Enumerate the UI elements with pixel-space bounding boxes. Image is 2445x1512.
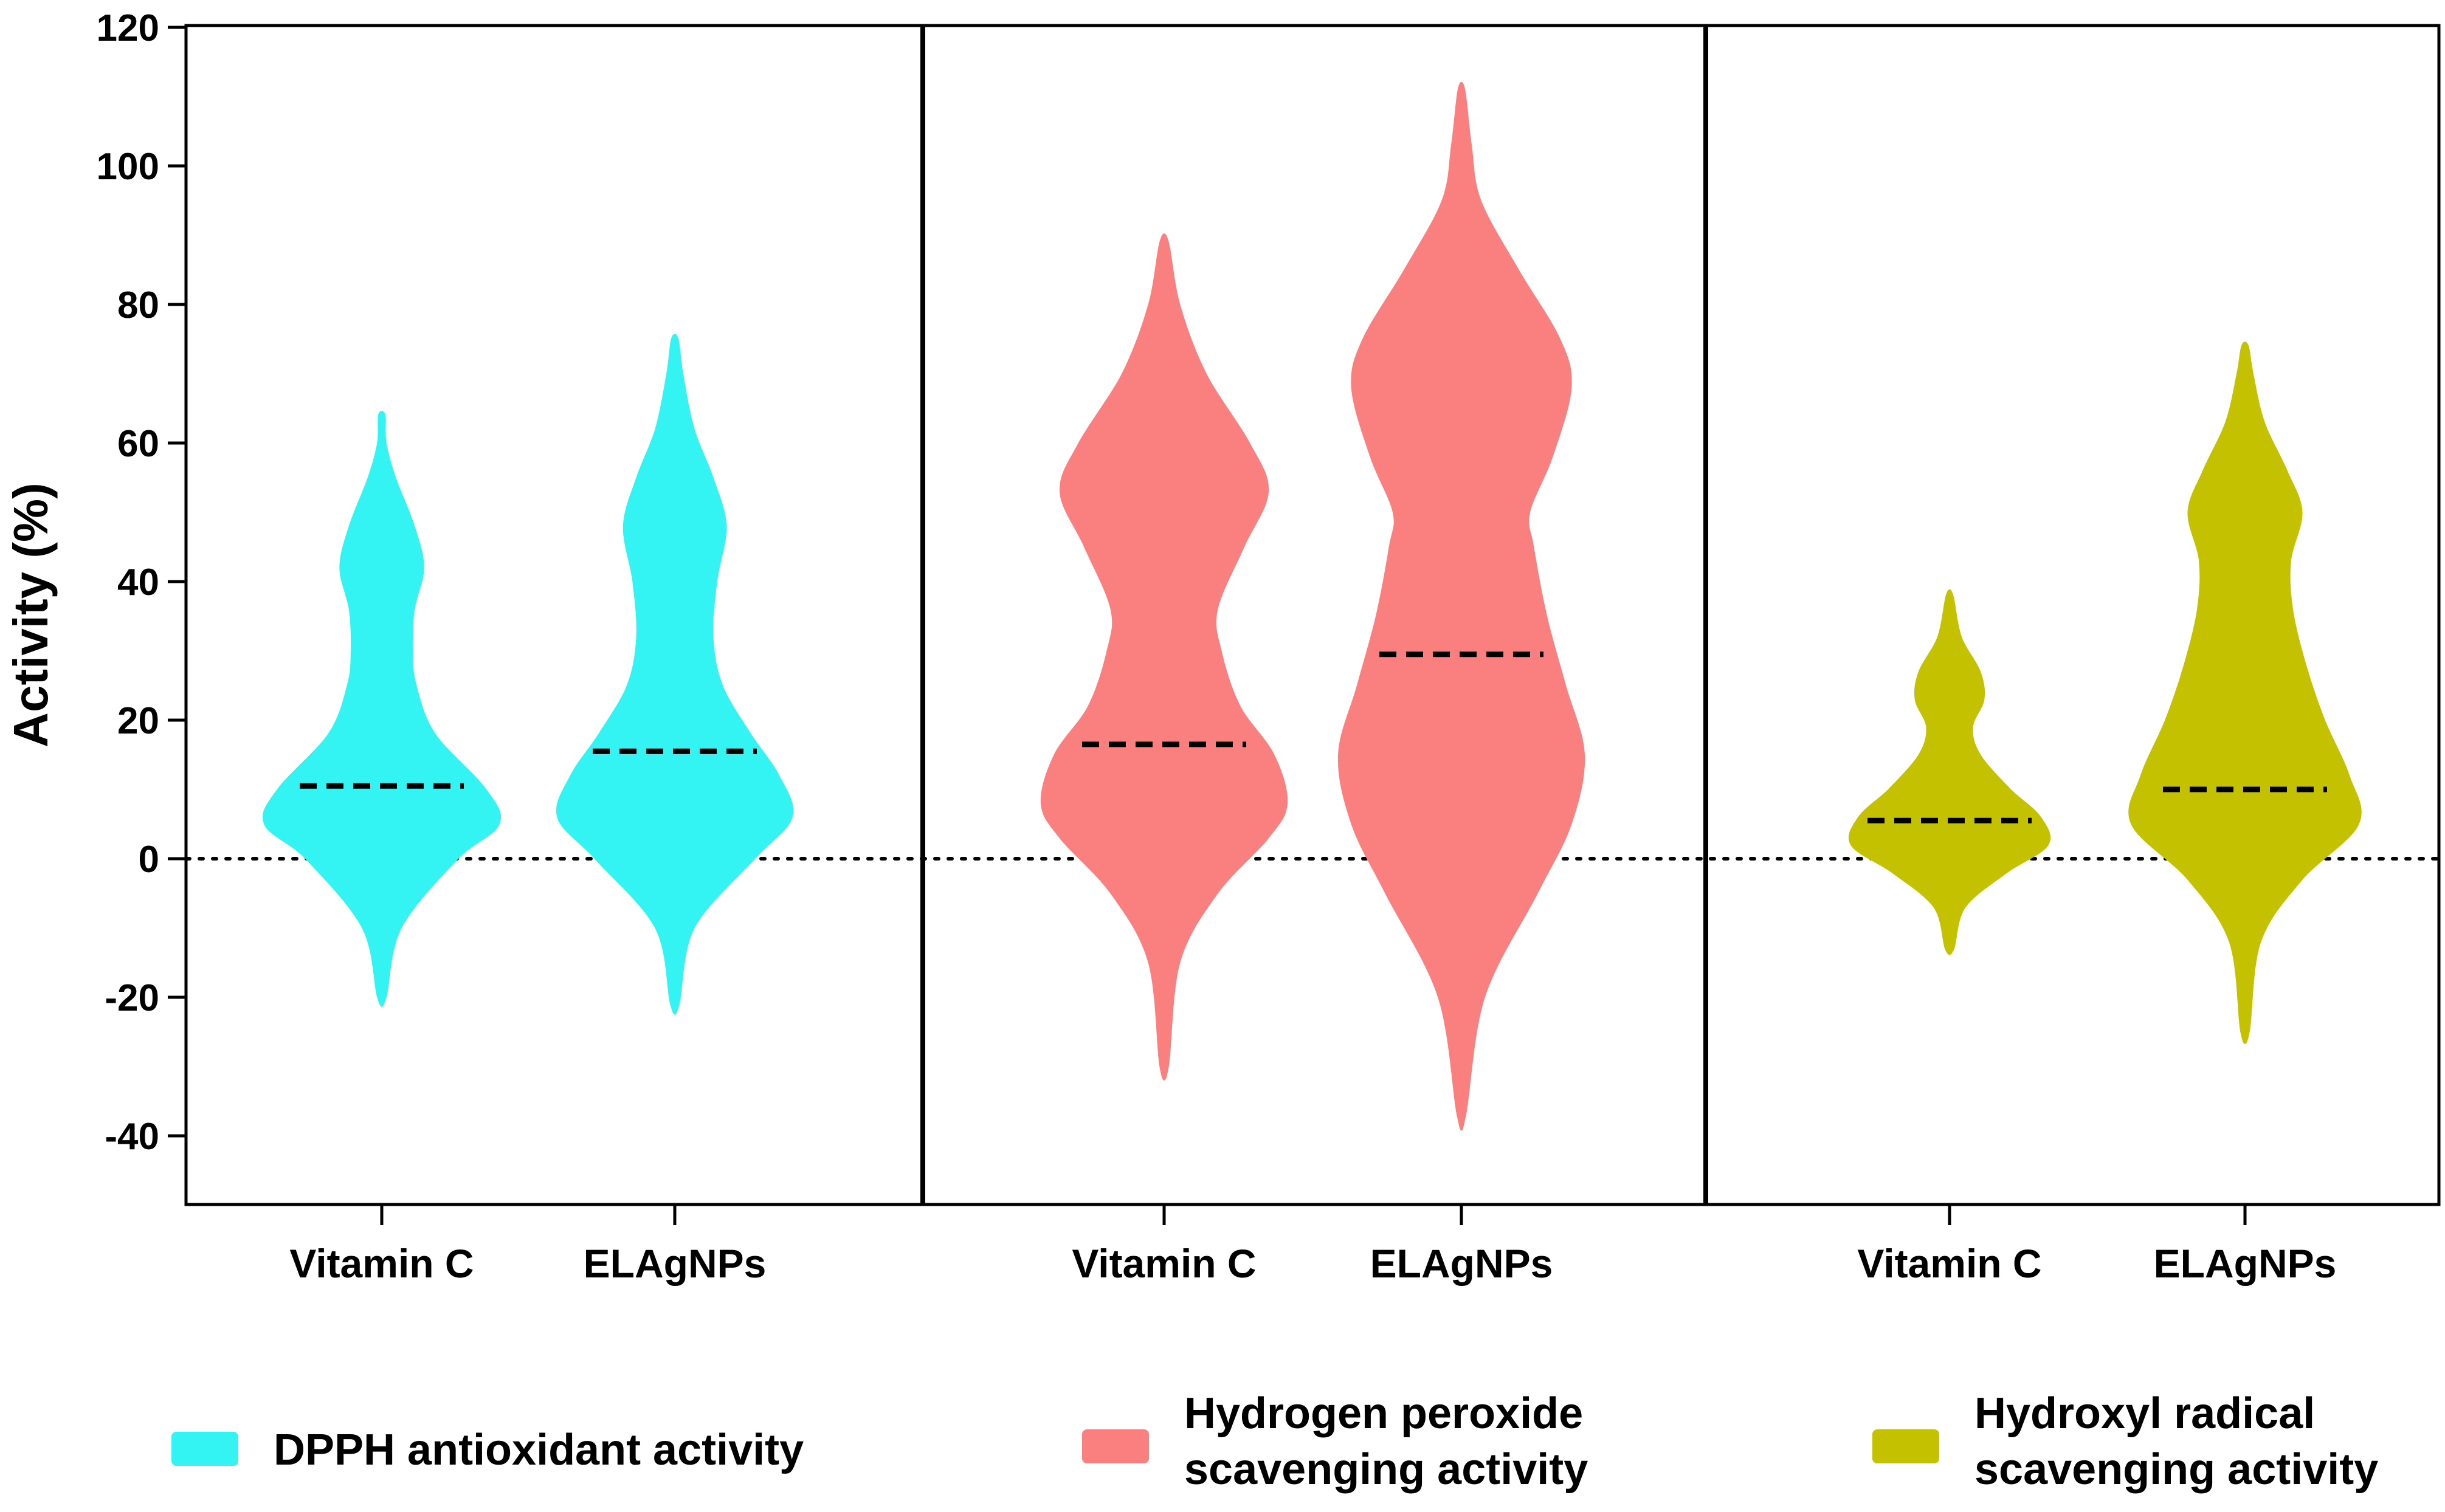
legend-label: scavenging activity: [1974, 1445, 2378, 1494]
medians-layer: [300, 651, 2327, 823]
x-axis: Vitamin C ELAgNPs Vitamin C ELAgNPs Vitamin …: [289, 1204, 2336, 1286]
plot-frame: [184, 24, 2441, 1206]
legend-label: scavenging activity: [1184, 1445, 1588, 1494]
legend-swatch-1: [171, 1432, 238, 1466]
legend-label: DPPH antioxidant activity: [274, 1426, 804, 1474]
y-tick-label: 80: [117, 284, 159, 326]
y-tick-label: 60: [117, 423, 159, 465]
y-tick-label: 0: [139, 839, 159, 881]
legend-swatch-2: [1082, 1429, 1149, 1463]
y-tick-label: 20: [117, 700, 159, 742]
violin-3-2: [2128, 342, 2362, 1045]
legend-swatch-3: [1872, 1429, 1939, 1463]
y-tick-label: 40: [117, 562, 159, 603]
violins-layer: [262, 81, 2362, 1131]
violin-1-1: [262, 411, 502, 1007]
legend: DPPH antioxidant activity Hydrogen peroxi…: [171, 1389, 2378, 1494]
y-tick-label: -20: [105, 977, 159, 1019]
x-tick-label: ELAgNPs: [1370, 1241, 1553, 1286]
y-axis: -40 -20 0 20 40 60 80 100 120: [97, 7, 186, 1158]
legend-label: Hydrogen peroxide: [1184, 1389, 1583, 1438]
plot-border: [184, 24, 2441, 1206]
violin-3-1: [1848, 589, 2051, 955]
legend-label: Hydroxyl radical: [1974, 1389, 2315, 1438]
violin-1-2: [556, 334, 794, 1015]
violin-2-2: [1337, 81, 1585, 1131]
y-tick-label: 120: [97, 7, 159, 49]
violin-2-1: [1040, 233, 1288, 1081]
x-tick-label: Vitamin C: [1072, 1241, 1256, 1286]
x-tick-label: ELAgNPs: [584, 1241, 767, 1286]
x-tick-label: Vitamin C: [289, 1241, 474, 1286]
x-tick-label: Vitamin C: [1857, 1241, 2041, 1286]
y-tick-label: 100: [97, 146, 159, 188]
y-tick-label: -40: [105, 1116, 159, 1158]
x-tick-label: ELAgNPs: [2154, 1241, 2337, 1286]
y-axis-label: Activity (%): [4, 483, 58, 747]
